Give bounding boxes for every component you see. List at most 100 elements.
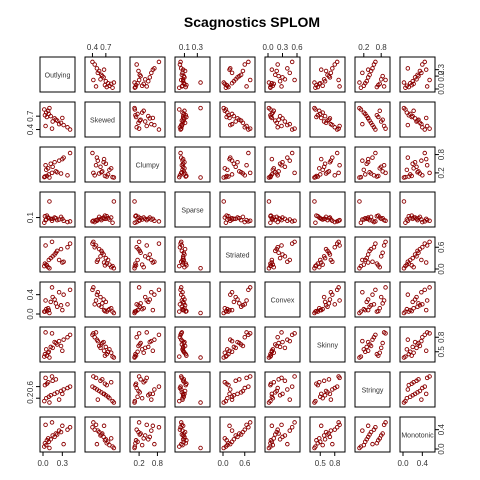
data-point [336,285,341,290]
data-point [321,77,327,82]
data-point [247,77,253,83]
data-point [156,59,162,65]
data-point [180,115,186,121]
data-point [280,116,285,121]
panel-1-8 [399,101,436,138]
data-point [96,246,102,252]
data-point [360,290,365,295]
data-point [47,175,52,180]
data-point [101,260,107,265]
data-point [49,218,55,224]
data-point [405,337,411,342]
data-point [178,384,183,389]
data-point [183,174,188,179]
data-point [318,423,324,429]
data-point [279,422,284,428]
data-point [318,307,324,313]
data-point [198,310,203,316]
data-point [134,244,139,250]
data-point [419,121,424,127]
data-point [287,257,293,263]
data-point [48,299,53,305]
data-point [237,117,242,122]
data-point [363,172,368,177]
data-point [180,348,186,354]
panel-4-7 [354,236,391,273]
data-point [274,68,279,74]
data-point [322,113,328,119]
data-point [275,335,280,340]
data-point [43,243,48,248]
data-point [102,381,108,386]
data-point [357,445,362,451]
data-point [144,375,149,381]
data-point [377,264,383,270]
data-point [373,241,378,246]
data-point [244,163,249,168]
panel-7-2 [129,371,166,408]
data-point [330,66,335,71]
data-point [180,156,186,162]
data-point [336,374,341,379]
data-point [198,355,203,360]
data-point [368,343,374,349]
data-point [423,307,429,313]
data-point [405,155,411,160]
data-point [96,171,102,176]
data-point [229,290,235,295]
data-point [54,390,60,395]
data-point [221,175,226,180]
data-point [182,264,187,270]
data-point [277,79,283,84]
data-point [56,397,62,402]
data-point [150,307,156,313]
data-point [150,260,156,265]
data-point [279,163,284,168]
data-point [313,85,318,90]
panel-5-2 [129,281,166,318]
data-point [246,150,251,156]
data-point [65,244,70,250]
data-point [237,340,242,346]
data-point [321,433,327,438]
data-point [360,121,365,127]
data-point [377,350,383,355]
data-point [287,217,293,222]
data-point [271,81,277,87]
data-point [56,121,62,127]
data-point [180,397,185,402]
data-point [44,114,50,120]
data-point [229,338,235,344]
data-point [371,244,377,250]
data-point [383,285,388,290]
data-point [156,127,162,132]
data-point [336,239,341,245]
data-point [103,437,109,442]
data-point [93,330,99,335]
panel-3-8 [399,191,436,228]
panel-0-3 [174,56,211,93]
data-point [414,216,419,222]
data-point [198,400,203,405]
tick-label: 0.7 [100,43,112,52]
data-point [334,384,340,389]
data-point [313,220,318,225]
panel-6-4 [219,326,256,363]
data-point [285,122,290,128]
data-point [180,433,186,438]
data-point [111,80,117,85]
data-point [367,72,372,78]
data-point [422,59,428,65]
data-point [65,335,70,340]
data-point [416,117,421,122]
data-point [414,294,419,300]
data-point [102,82,108,88]
data-point [292,126,297,131]
data-point [416,301,421,306]
data-point [45,380,51,385]
data-point [110,220,115,225]
data-point [365,159,371,165]
data-point [282,345,288,351]
data-point [244,298,249,303]
data-point [277,255,283,261]
